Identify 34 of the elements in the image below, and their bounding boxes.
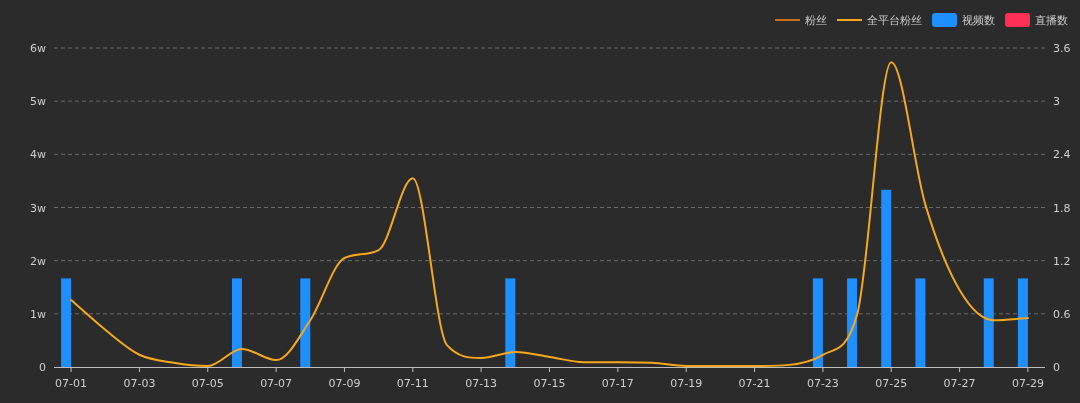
y2-tick-label: 3 xyxy=(1053,95,1060,109)
y-tick-label: 6w xyxy=(30,42,46,55)
x-tick-label: 07-19 xyxy=(670,377,703,390)
y2-tick-label: 0 xyxy=(1053,361,1060,374)
line-series xyxy=(70,61,1029,367)
x-tick-label: 07-03 xyxy=(123,377,156,390)
y-tick-label: 0 xyxy=(39,361,46,374)
y-tick-label: 1w xyxy=(30,307,46,321)
y2-tick-label: 1.8 xyxy=(1053,201,1071,215)
x-tick-label: 07-21 xyxy=(738,377,771,390)
y-tick-label: 3w xyxy=(30,201,46,215)
x-tick-label: 07-07 xyxy=(260,377,293,390)
legend-label: 全平台粉丝 xyxy=(867,14,922,27)
y2-tick-label: 0.6 xyxy=(1053,307,1071,321)
x-tick-label: 07-27 xyxy=(943,377,976,390)
x-tick-label: 07-11 xyxy=(396,377,429,390)
y-tick-label: 2w xyxy=(30,254,46,268)
x-tick-label: 07-15 xyxy=(533,377,566,390)
x-tick-label: 07-01 xyxy=(55,377,88,390)
x-tick-label: 07-23 xyxy=(806,377,839,390)
y2-tick-label: 2.4 xyxy=(1053,148,1071,162)
legend-label: 视频数 xyxy=(962,14,995,27)
x-tick-label: 07-05 xyxy=(191,377,224,390)
y-tick-label: 4w xyxy=(30,148,46,162)
x-tick-label: 07-09 xyxy=(328,377,361,390)
x-tick-label: 07-17 xyxy=(601,377,634,390)
y2-tick-label: 3.6 xyxy=(1053,42,1071,55)
legend-label: 粉丝 xyxy=(805,14,827,27)
x-tick-label: 07-25 xyxy=(875,377,908,390)
y2-tick-label: 1.2 xyxy=(1053,254,1071,268)
y-tick-label: 5w xyxy=(30,95,46,109)
x-tick-label: 07-13 xyxy=(465,377,498,390)
x-tick-label: 07-29 xyxy=(1011,377,1044,390)
legend-label: 直播数 xyxy=(1035,14,1068,27)
